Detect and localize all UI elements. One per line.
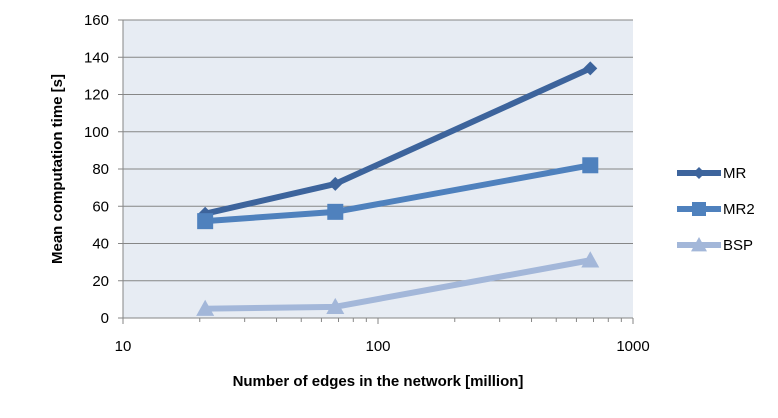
data-point-diamond bbox=[583, 61, 598, 76]
y-axis-title: Mean computation time [s] bbox=[49, 74, 66, 264]
legend-item-bsp: BSP bbox=[677, 237, 753, 254]
y-tick-labels: 0 20 40 60 80 100 120 140 160 bbox=[84, 12, 123, 327]
y-tick-label: 160 bbox=[84, 12, 109, 29]
data-point-square bbox=[582, 157, 599, 174]
legend: MR MR2 BSP bbox=[677, 165, 755, 254]
x-axis-title: Number of edges in the network [million] bbox=[233, 373, 524, 390]
data-point-triangle bbox=[326, 297, 345, 315]
legend-item-mr2: MR2 bbox=[677, 201, 755, 218]
y-tick-label: 60 bbox=[92, 198, 109, 215]
data-point-triangle bbox=[691, 237, 707, 252]
data-point-square bbox=[327, 203, 344, 220]
legend-label: MR bbox=[723, 165, 746, 182]
x-minor-ticks bbox=[122, 318, 634, 324]
y-tick-label: 140 bbox=[84, 49, 109, 66]
x-tick-labels: 10 100 1000 bbox=[115, 338, 650, 355]
y-tick-label: 0 bbox=[101, 310, 109, 327]
x-tick-label: 10 bbox=[115, 338, 132, 355]
y-tick-label: 20 bbox=[92, 273, 109, 290]
y-tick-label: 120 bbox=[84, 87, 109, 104]
legend-label: BSP bbox=[723, 237, 753, 254]
data-point-square bbox=[197, 213, 214, 230]
legend-item-mr: MR bbox=[677, 165, 746, 182]
y-tick-label: 100 bbox=[84, 124, 109, 141]
data-point-triangle bbox=[196, 299, 215, 316]
data-point-diamond bbox=[328, 176, 343, 191]
y-tick-label: 80 bbox=[92, 161, 109, 178]
series-bsp bbox=[196, 251, 600, 316]
data-point-triangle bbox=[581, 251, 600, 268]
x-tick-label: 1000 bbox=[616, 338, 649, 355]
data-point-diamond bbox=[693, 167, 705, 179]
series-layer bbox=[196, 61, 600, 316]
legend-label: MR2 bbox=[723, 201, 755, 218]
y-tick-label: 40 bbox=[92, 236, 109, 253]
data-point-square bbox=[692, 202, 706, 216]
x-tick-label: 100 bbox=[365, 338, 390, 355]
series-mr2 bbox=[197, 157, 599, 230]
